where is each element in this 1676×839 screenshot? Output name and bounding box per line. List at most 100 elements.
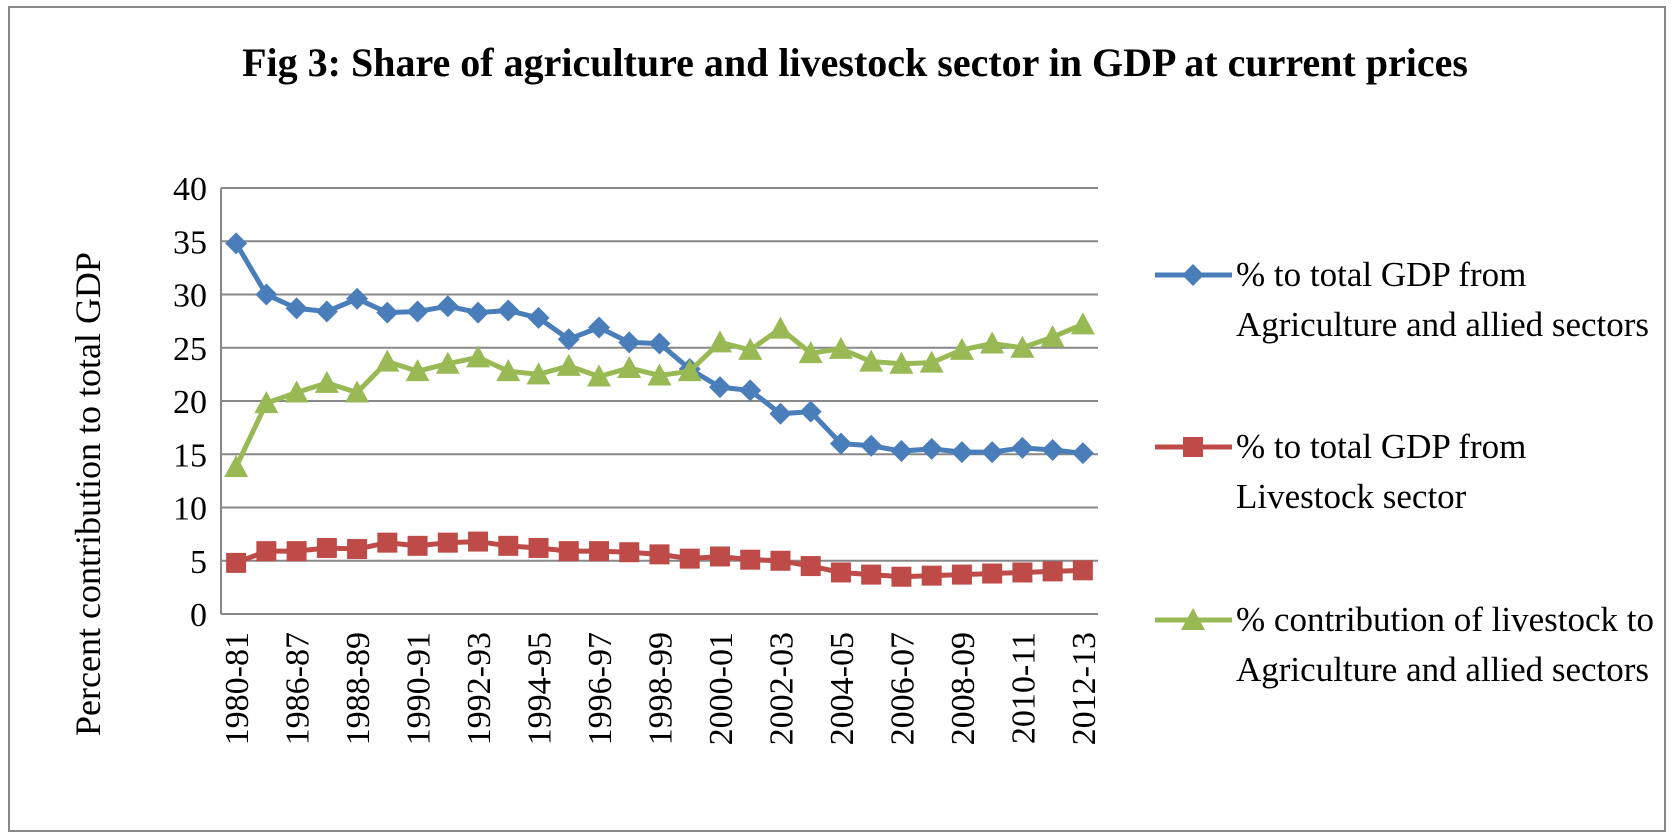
- marker-square: [861, 564, 882, 585]
- marker-triangle: [980, 331, 1005, 354]
- marker-diamond: [436, 295, 459, 318]
- marker-triangle: [647, 363, 672, 386]
- chart-title: Fig 3: Share of agriculture and livestoc…: [242, 40, 1468, 85]
- marker-square: [1042, 561, 1063, 582]
- marker-diamond: [739, 379, 762, 402]
- y-tick-label: 20: [173, 384, 207, 421]
- marker-triangle: [405, 359, 430, 382]
- x-tick-label: 2010-11: [1005, 632, 1042, 744]
- marker-diamond: [1041, 438, 1064, 461]
- marker-diamond: [618, 331, 641, 354]
- x-tick-label: 2004-05: [824, 632, 861, 745]
- marker-square: [256, 541, 277, 562]
- marker-triangle: [828, 336, 853, 359]
- marker-triangle: [254, 391, 279, 414]
- y-tick-label: 30: [173, 278, 207, 315]
- marker-diamond: [406, 300, 429, 323]
- y-axis-label: Percent contribution to total GDP: [68, 252, 108, 736]
- marker-triangle: [677, 359, 702, 382]
- marker-square: [649, 544, 670, 565]
- marker-square: [407, 535, 428, 556]
- x-tick-label: 1996-97: [582, 632, 619, 745]
- marker-square: [437, 532, 458, 553]
- marker-square: [891, 566, 912, 587]
- marker-triangle: [738, 337, 763, 360]
- marker-square: [800, 556, 821, 577]
- legend-label: % to total GDP from Agriculture and alli…: [1236, 255, 1650, 344]
- marker-triangle: [1070, 312, 1095, 335]
- marker-diamond: [1071, 442, 1094, 465]
- x-tick-label: 1980-81: [219, 632, 256, 745]
- marker-square: [951, 564, 972, 585]
- marker-square: [770, 550, 791, 571]
- marker-diamond: [981, 441, 1004, 464]
- marker-diamond: [376, 301, 399, 324]
- marker-square: [316, 537, 337, 558]
- y-tick-label: 5: [190, 544, 207, 581]
- marker-square: [1012, 562, 1033, 583]
- marker-square: [921, 565, 942, 586]
- marker-diamond: [255, 283, 278, 306]
- marker-square: [347, 539, 368, 560]
- marker-diamond: [467, 301, 490, 324]
- marker-square: [468, 531, 489, 552]
- marker-triangle: [345, 380, 370, 403]
- y-tick-label: 40: [173, 171, 207, 208]
- marker-triangle: [284, 380, 309, 403]
- marker-diamond: [497, 299, 520, 322]
- marker-square: [558, 541, 579, 562]
- x-tick-label: 2008-09: [945, 632, 982, 745]
- x-tick-label: 2000-01: [703, 632, 740, 745]
- y-tick-label: 15: [173, 437, 207, 474]
- marker-square: [740, 549, 761, 570]
- marker-diamond: [527, 306, 550, 329]
- marker-triangle: [617, 355, 642, 378]
- marker-triangle: [889, 351, 914, 374]
- x-tick-label: 1990-91: [401, 632, 438, 745]
- marker-square: [619, 542, 640, 563]
- marker-diamond: [346, 287, 369, 310]
- marker-diamond: [225, 232, 248, 255]
- x-tick-label: 2012-13: [1066, 632, 1103, 745]
- legend-label: % to total GDP from Livestock sector: [1236, 427, 1527, 516]
- marker-diamond: [315, 300, 338, 323]
- chart-frame: [8, 6, 1666, 832]
- y-tick-label: 0: [190, 597, 207, 634]
- marker-square: [498, 535, 519, 556]
- marker-diamond: [950, 441, 973, 464]
- marker-triangle: [435, 351, 460, 374]
- x-tick-label: 1994-95: [522, 632, 559, 745]
- marker-square: [528, 537, 549, 558]
- marker-triangle: [556, 353, 581, 376]
- marker-triangle: [1040, 325, 1065, 348]
- marker-triangle: [859, 349, 884, 372]
- marker-square: [589, 541, 610, 562]
- marker-square: [679, 548, 700, 569]
- marker-triangle: [1181, 608, 1205, 630]
- marker-diamond: [890, 440, 913, 463]
- marker-diamond: [829, 432, 852, 455]
- marker-diamond: [1182, 264, 1204, 286]
- marker-triangle: [375, 349, 400, 372]
- x-tick-label: 2002-03: [763, 632, 800, 745]
- marker-diamond: [1011, 436, 1034, 459]
- marker-square: [1183, 437, 1203, 457]
- y-tick-label: 25: [173, 331, 207, 368]
- marker-diamond: [920, 437, 943, 460]
- marker-triangle: [1010, 335, 1035, 358]
- marker-diamond: [860, 434, 883, 457]
- marker-triangle: [526, 362, 551, 385]
- marker-square: [709, 546, 730, 567]
- marker-diamond: [769, 402, 792, 425]
- marker-triangle: [466, 345, 491, 368]
- x-tick-label: 2006-07: [884, 632, 921, 745]
- x-tick-label: 1988-89: [340, 632, 377, 745]
- y-tick-label: 10: [173, 491, 207, 528]
- marker-diamond: [799, 400, 822, 423]
- marker-triangle: [314, 370, 339, 393]
- marker-triangle: [919, 350, 944, 373]
- x-tick-label: 1998-99: [643, 632, 680, 745]
- marker-square: [830, 562, 851, 583]
- marker-diamond: [557, 328, 580, 351]
